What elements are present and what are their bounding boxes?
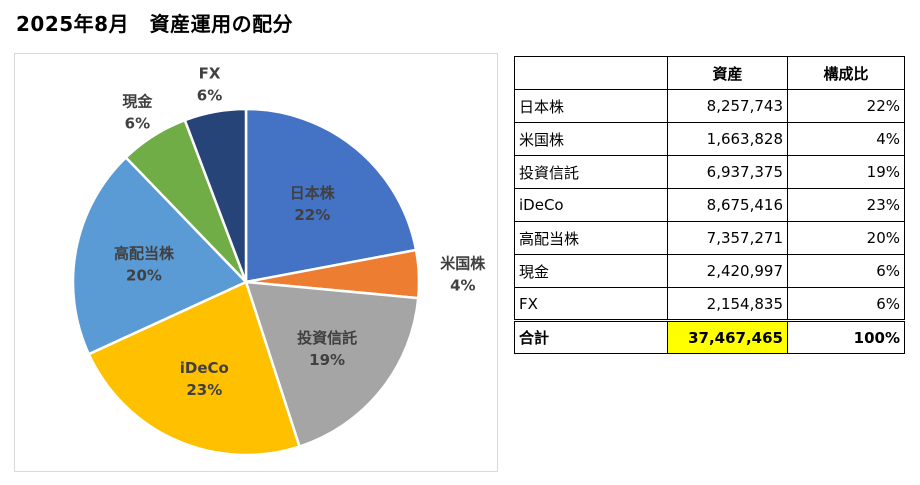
- row-name: 高配当株: [514, 221, 668, 255]
- total-row: 合計 37,467,465 100%: [514, 319, 905, 354]
- row-name: 米国株: [514, 122, 668, 156]
- row-name: 日本株: [514, 89, 668, 123]
- row-value: 2,420,997: [667, 254, 788, 288]
- slice-percent-5: 6%: [125, 115, 150, 133]
- row-ratio: 23%: [787, 188, 905, 222]
- row-ratio: 6%: [787, 287, 905, 321]
- row-ratio: 4%: [787, 122, 905, 156]
- slice-label-2: 投資信託: [297, 329, 357, 347]
- pie-slice-6: [183, 107, 248, 283]
- slice-percent-2: 19%: [309, 351, 345, 369]
- table-row: FX 2,154,835 6%: [514, 287, 905, 321]
- row-value: 7,357,271: [667, 221, 788, 255]
- row-name: 投資信託: [514, 155, 668, 189]
- slice-label-0: 日本株: [290, 184, 336, 202]
- pie-chart-area: 日本株 22% 米国株 4% 投資信託 19% iDeCo 23% 高配当株 20% 現金 6% FX 6…: [14, 53, 498, 472]
- pie-slice-3: [87, 280, 302, 457]
- table-row: 米国株 1,663,828 4%: [514, 122, 905, 156]
- slice-percent-4: 20%: [126, 267, 162, 285]
- header-assets: 資産: [667, 56, 788, 90]
- row-ratio: 6%: [787, 254, 905, 288]
- total-ratio: 100%: [787, 319, 905, 354]
- asset-table: 資産 構成比 日本株 8,257,743 22% 米国株 1,663,828 4…: [514, 56, 905, 354]
- slice-percent-1: 4%: [450, 277, 475, 295]
- page-title: 2025年8月 資産運用の配分: [16, 12, 294, 36]
- slice-percent-0: 22%: [294, 206, 330, 224]
- pie-slice-4: [71, 155, 249, 356]
- table-row: 高配当株 7,357,271 20%: [514, 221, 905, 255]
- slice-label-4: 高配当株: [114, 245, 175, 263]
- row-name: FX: [514, 287, 668, 321]
- row-name: 現金: [514, 254, 668, 288]
- header-ratio: 構成比: [787, 56, 905, 90]
- slice-label-5: 現金: [122, 93, 153, 111]
- row-name: iDeCo: [514, 188, 668, 222]
- row-value: 2,154,835: [667, 287, 788, 321]
- table-header-row: 資産 構成比: [514, 56, 905, 90]
- row-value: 8,675,416: [667, 188, 788, 222]
- pie-chart: 日本株 22% 米国株 4% 投資信託 19% iDeCo 23% 高配当株 20% 現金 6% FX 6…: [71, 64, 486, 457]
- slice-percent-3: 23%: [186, 381, 222, 399]
- table-row: 現金 2,420,997 6%: [514, 254, 905, 288]
- slice-label-3: iDeCo: [180, 359, 229, 377]
- total-name: 合計: [514, 319, 668, 354]
- slice-label-6: FX: [199, 64, 221, 82]
- row-ratio: 19%: [787, 155, 905, 189]
- table-row: 日本株 8,257,743 22%: [514, 89, 905, 123]
- header-blank: [514, 56, 668, 90]
- slice-percent-6: 6%: [197, 86, 222, 104]
- row-ratio: 20%: [787, 221, 905, 255]
- table-row: 投資信託 6,937,375 19%: [514, 155, 905, 189]
- row-value: 6,937,375: [667, 155, 788, 189]
- pie-slice-0: [244, 107, 418, 284]
- table-row: iDeCo 8,675,416 23%: [514, 188, 905, 222]
- row-value: 8,257,743: [667, 89, 788, 123]
- row-value: 1,663,828: [667, 122, 788, 156]
- total-value: 37,467,465: [667, 319, 788, 354]
- pie-slice-2: [244, 280, 420, 449]
- row-ratio: 22%: [787, 89, 905, 123]
- slice-label-1: 米国株: [440, 255, 486, 273]
